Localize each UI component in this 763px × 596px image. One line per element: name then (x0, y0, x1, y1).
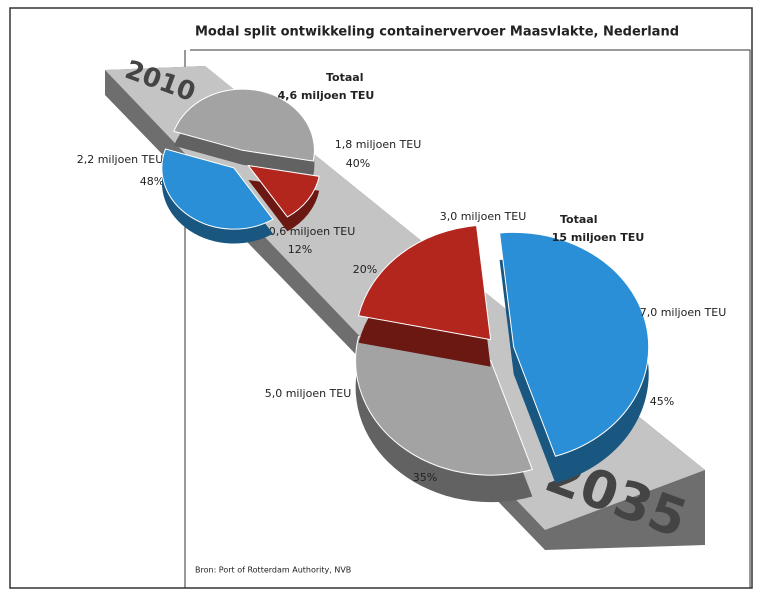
total-subtitle: 4,6 miljoen TEU (278, 89, 375, 102)
value-label: 2,2 miljoen TEU (77, 153, 164, 166)
source: Bron: Port of Rotterdam Authority, NVB (195, 566, 351, 575)
value-label: 3,0 miljoen TEU (440, 210, 527, 223)
percent-label: 40% (346, 157, 370, 170)
total-title: Totaal (326, 71, 363, 84)
percent-label: 35% (413, 471, 437, 484)
value-label: 5,0 miljoen TEU (265, 387, 352, 400)
percent-label: 45% (650, 395, 674, 408)
value-label: 0,6 miljoen TEU (269, 225, 356, 238)
infographic: Modal split ontwikkeling containervervoe… (0, 0, 763, 596)
percent-label: 20% (353, 263, 377, 276)
value-label: 7,0 miljoen TEU (640, 306, 727, 319)
value-label: 1,8 miljoen TEU (335, 138, 422, 151)
percent-label: 48% (140, 175, 164, 188)
title: Modal split ontwikkeling containervervoe… (195, 25, 679, 40)
percent-label: 12% (288, 243, 312, 256)
total-title: Totaal (560, 213, 597, 226)
total-subtitle: 15 miljoen TEU (552, 231, 645, 244)
